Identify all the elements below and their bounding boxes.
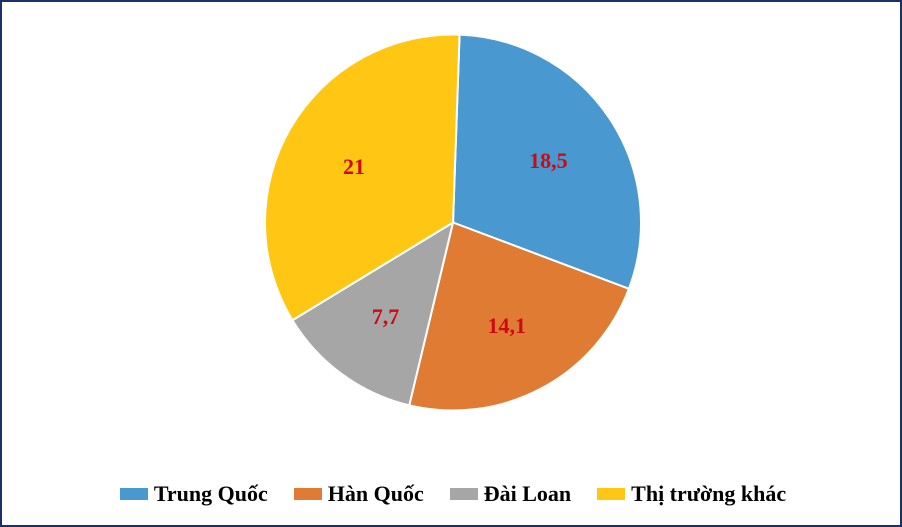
pie-wrap — [265, 34, 641, 415]
legend-label: Đài Loan — [484, 481, 571, 507]
legend-label: Hàn Quốc — [328, 481, 424, 507]
pie-data-label: 18,5 — [529, 148, 568, 174]
legend-item: Hàn Quốc — [294, 481, 424, 507]
legend-label: Thị trường khác — [631, 481, 786, 507]
legend-swatch — [450, 488, 478, 500]
legend-item: Thị trường khác — [597, 481, 786, 507]
legend-item: Đài Loan — [450, 481, 571, 507]
pie-data-label: 21 — [343, 154, 365, 180]
chart-frame: 18,5 14,1 7,7 21 Trung Quốc Hàn Quốc Đài Loan… — [0, 0, 902, 527]
legend-item: Trung Quốc — [120, 481, 268, 507]
pie-chart-svg — [265, 34, 641, 410]
pie-data-label: 14,1 — [488, 313, 527, 339]
legend-swatch — [597, 488, 625, 500]
legend-swatch — [120, 488, 148, 500]
legend-swatch — [294, 488, 322, 500]
pie-chart-area: 18,5 14,1 7,7 21 — [2, 2, 902, 447]
pie-data-label: 7,7 — [372, 304, 400, 330]
legend-label: Trung Quốc — [154, 481, 268, 507]
legend: Trung Quốc Hàn Quốc Đài Loan Thị trường khá… — [2, 481, 902, 507]
